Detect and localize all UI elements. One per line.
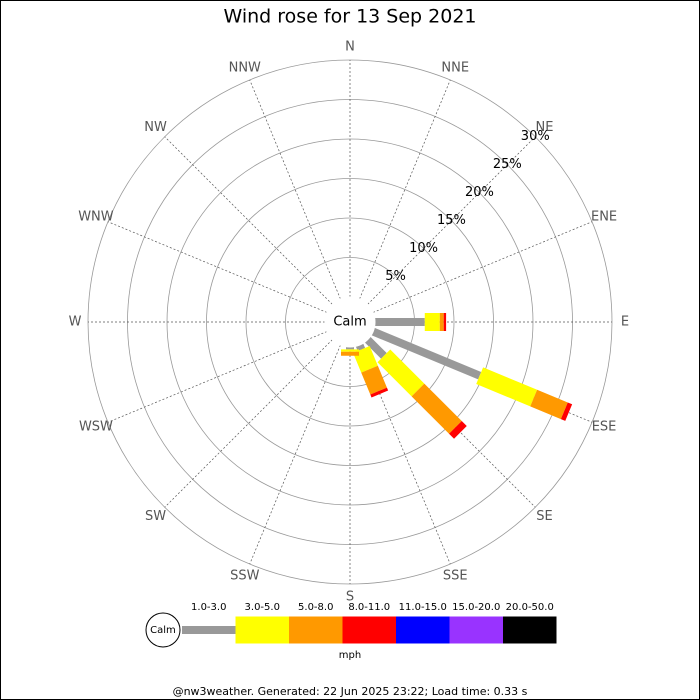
bar-segment xyxy=(364,336,387,359)
r-tick-label: 10% xyxy=(409,241,438,256)
direction-label: SSE xyxy=(443,569,468,584)
direction-label: ENE xyxy=(591,209,617,224)
bar-segment xyxy=(370,387,389,398)
spoke xyxy=(359,79,451,300)
r-tick-label: 25% xyxy=(493,157,522,172)
bar-segment xyxy=(355,343,366,352)
legend-unit: mph xyxy=(339,650,361,661)
bar-segment xyxy=(560,402,573,421)
legend-label: 5.0-8.0 xyxy=(298,602,333,613)
bar-segment xyxy=(530,389,568,420)
legend-swatch xyxy=(342,616,396,644)
bar-segment xyxy=(377,349,425,397)
calm-circle xyxy=(324,296,376,348)
legend-label: 8.0-11.0 xyxy=(348,602,390,613)
spoke xyxy=(359,344,451,565)
spoke xyxy=(164,136,333,305)
bar-segment xyxy=(371,327,482,380)
legend-calm-label: Calm xyxy=(150,625,176,636)
r-tick-label: 30% xyxy=(521,129,550,144)
legend-label: 11.0-15.0 xyxy=(399,602,447,613)
direction-label: NNW xyxy=(229,60,261,75)
grid-ring xyxy=(206,178,494,466)
bar-segment xyxy=(341,351,359,356)
bar-segment xyxy=(476,367,538,407)
bar-segment xyxy=(411,383,462,434)
direction-label: E xyxy=(621,315,629,330)
legend-label: 20.0-50.0 xyxy=(506,602,554,613)
bar-segment xyxy=(449,421,467,439)
bar-segment xyxy=(439,313,444,331)
spoke xyxy=(372,221,593,313)
legend-label: 3.0-5.0 xyxy=(245,602,280,613)
spoke xyxy=(367,136,536,305)
calm-label: Calm xyxy=(333,315,366,330)
legend-swatch xyxy=(235,616,289,644)
legend-calm-circle xyxy=(145,612,181,648)
spoke xyxy=(249,79,341,300)
direction-label: NNE xyxy=(441,60,469,75)
direction-label: NW xyxy=(144,120,167,135)
spoke xyxy=(107,331,328,423)
spoke xyxy=(107,221,328,313)
bar-segment xyxy=(361,365,387,395)
footer: @nw3weather. Generated: 22 Jun 2025 23:2… xyxy=(173,685,528,698)
bar-segment xyxy=(375,318,425,326)
bar-segment xyxy=(353,346,378,373)
direction-label: WNW xyxy=(78,209,114,224)
chart-title: Wind rose for 13 Sep 2021 xyxy=(223,6,476,28)
direction-label: N xyxy=(345,40,355,55)
spoke xyxy=(367,339,536,508)
direction-label: S xyxy=(346,590,354,605)
bar-segment xyxy=(424,313,440,331)
direction-label: SSW xyxy=(230,569,260,584)
legend-swatch xyxy=(396,616,450,644)
bar-segment xyxy=(443,313,447,331)
direction-label: ESE xyxy=(592,420,617,435)
legend-label: 1.0-3.0 xyxy=(191,602,226,613)
legend-swatch xyxy=(503,616,557,644)
direction-label: NE xyxy=(535,120,553,135)
r-tick-label: 20% xyxy=(465,185,494,200)
bar-segment xyxy=(346,347,354,350)
direction-label: SW xyxy=(145,509,166,524)
grid-ring xyxy=(245,217,455,427)
direction-label: W xyxy=(69,315,82,330)
spoke xyxy=(249,344,341,565)
legend-label: 15.0-20.0 xyxy=(452,602,500,613)
legend-swatch xyxy=(449,616,503,644)
spoke xyxy=(164,339,333,508)
bar-segment xyxy=(341,349,359,352)
r-tick-label: 5% xyxy=(385,269,406,284)
r-tick-label: 15% xyxy=(437,213,466,228)
legend-swatch xyxy=(182,626,236,634)
direction-label: WSW xyxy=(79,420,113,435)
direction-label: SE xyxy=(536,509,552,524)
legend-swatch xyxy=(289,616,343,644)
